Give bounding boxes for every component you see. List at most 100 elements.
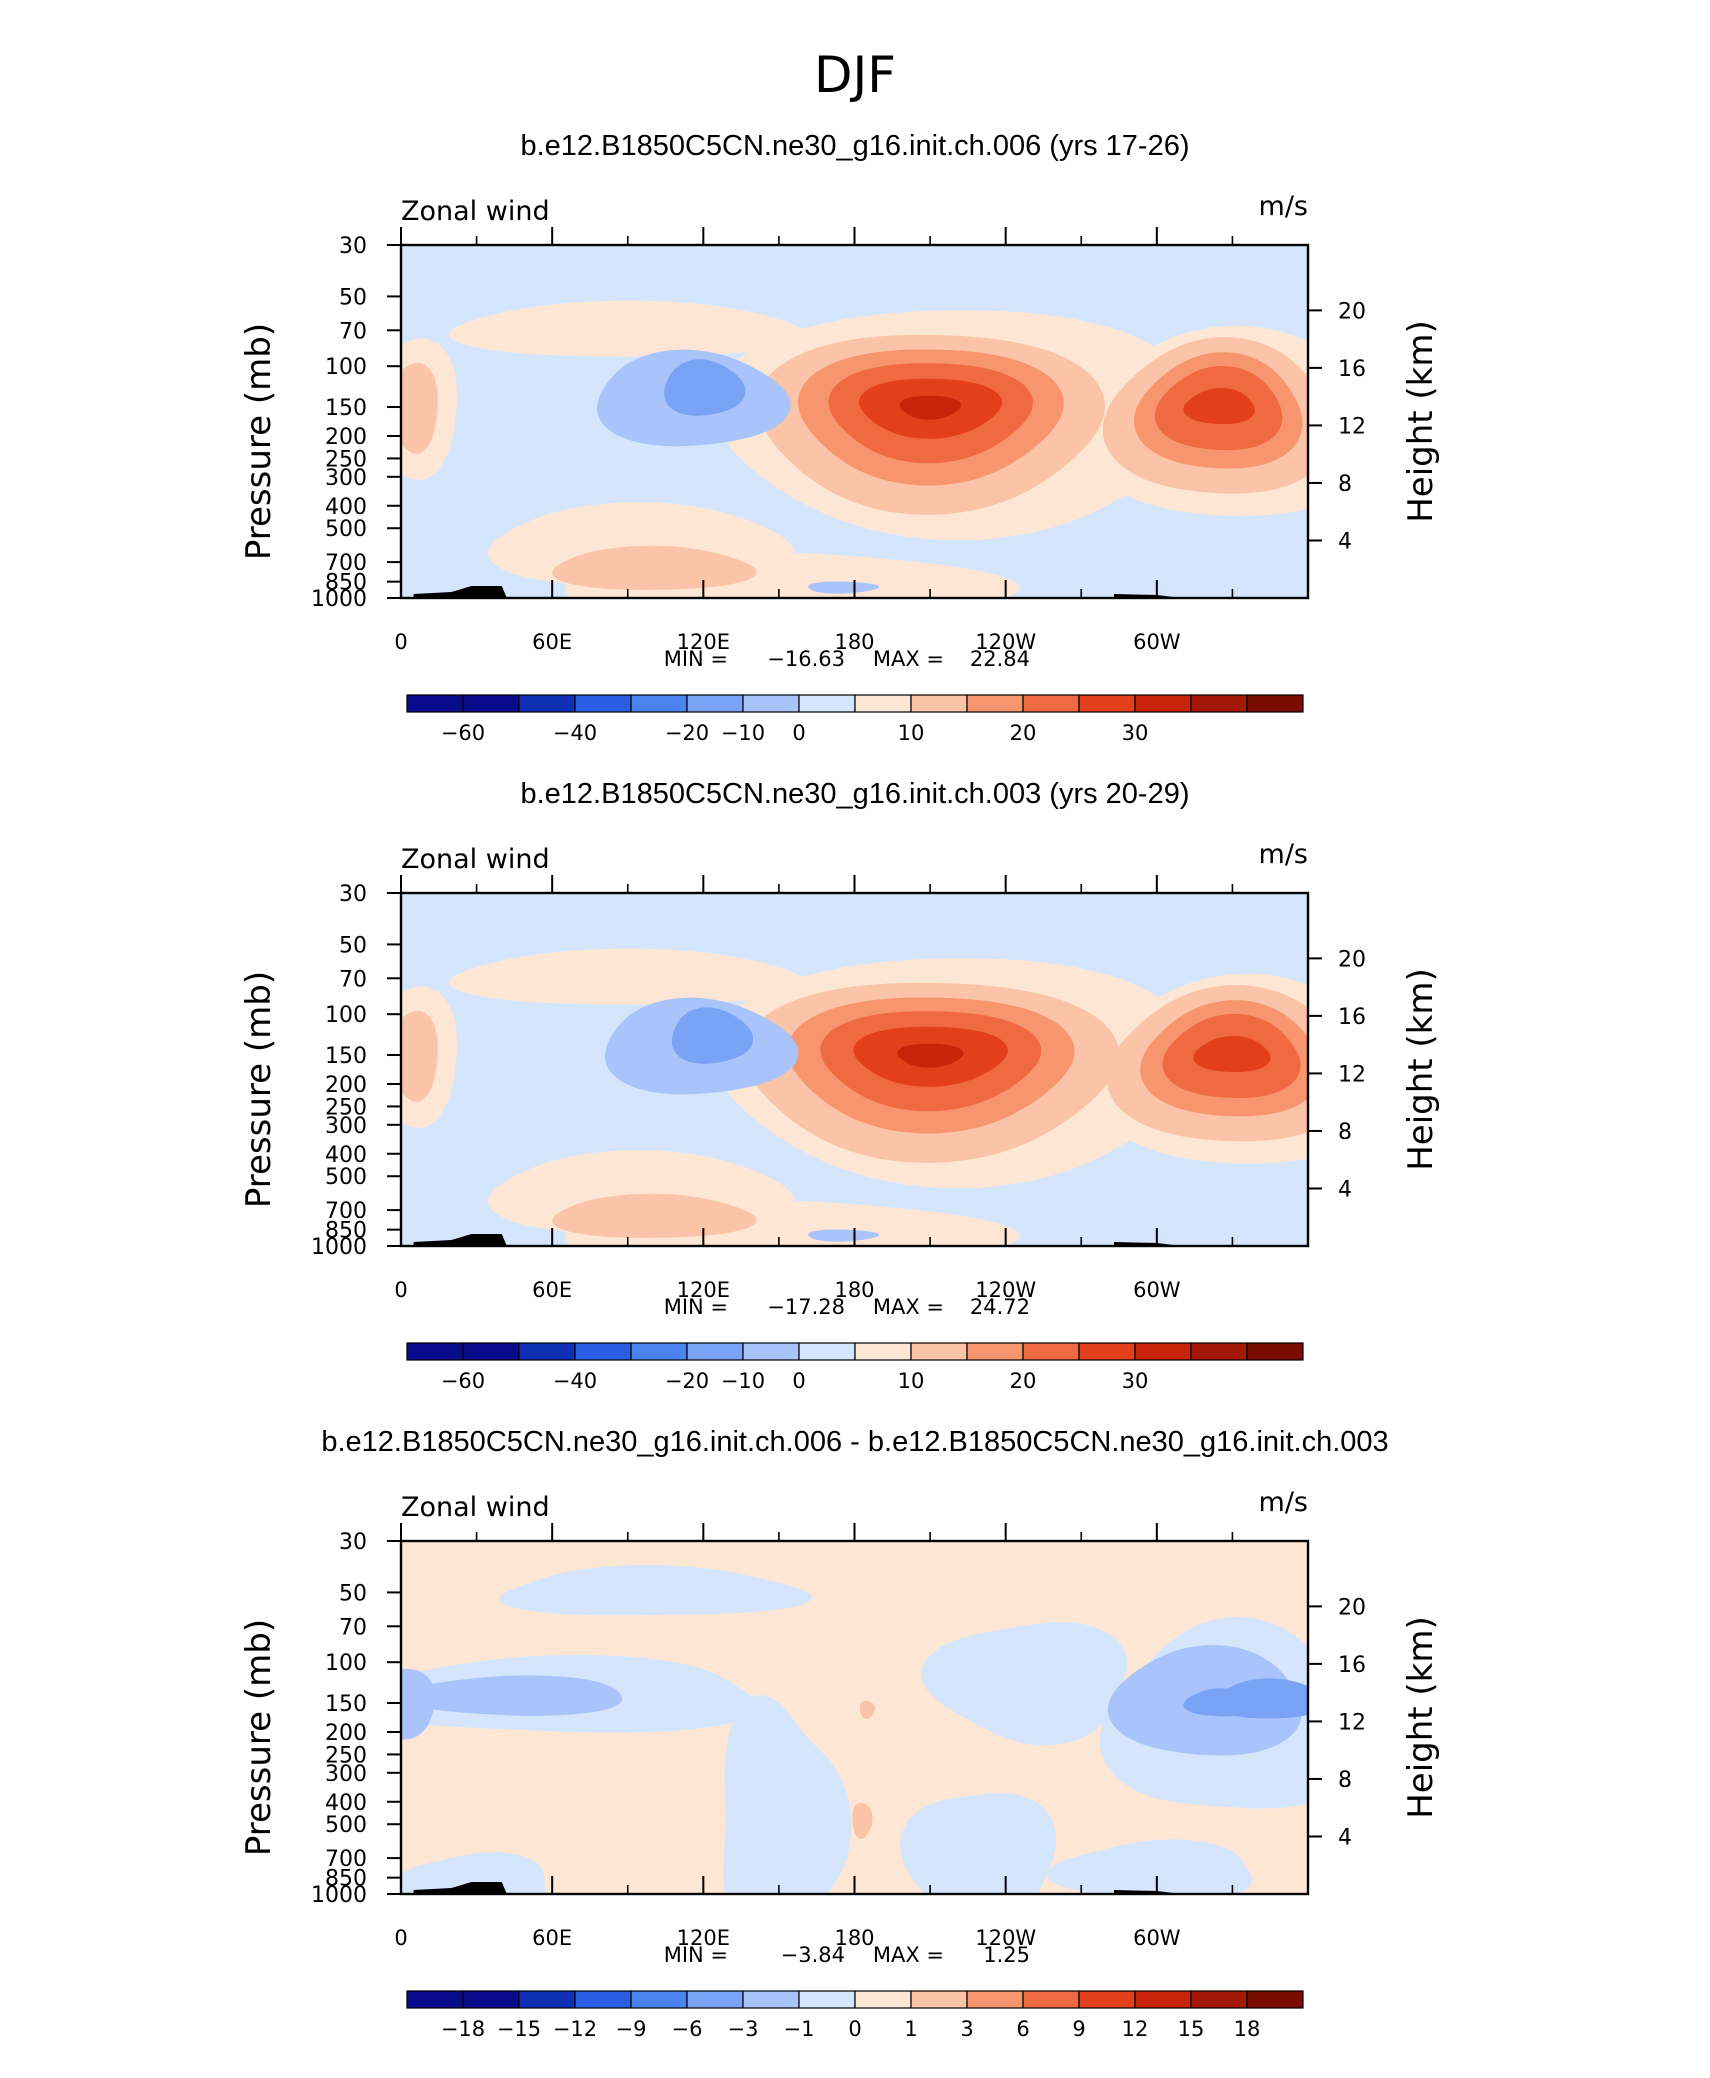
x-tick-label: 180: [834, 1926, 874, 1950]
x-tick-label: 120E: [677, 630, 730, 654]
contour-fill: [899, 395, 961, 420]
colorbar: −60 −40 −20 −10 0 10 20 30: [406, 1342, 1304, 1393]
colorbar-box: [910, 1342, 968, 1361]
colorbar-label: −10: [721, 1369, 765, 1393]
y-right-tick-label: 20: [1338, 947, 1366, 972]
y-tick-label: 100: [325, 1003, 367, 1028]
y-right-tick-label: 16: [1338, 1005, 1366, 1030]
y-tick-label: 850: [325, 1219, 367, 1244]
units-label: m/s: [1259, 839, 1308, 870]
colorbar-label: −60: [441, 1369, 485, 1393]
colorbar-box: [854, 1990, 912, 2009]
units-label: m/s: [1259, 191, 1308, 222]
colorbar-box: [1078, 1342, 1136, 1361]
min-value: −17.28: [767, 1295, 845, 1319]
min-label: MIN =: [664, 1295, 728, 1319]
colorbar-box: [1078, 1990, 1136, 2009]
colorbar-box: [854, 1342, 912, 1361]
y-tick-label: 500: [325, 1165, 367, 1190]
colorbar-label: −40: [553, 721, 597, 745]
y-tick-label: 50: [339, 285, 367, 310]
colorbar-box: [742, 1342, 800, 1361]
colorbar-label: 30: [1122, 721, 1149, 745]
y-tick-label: 300: [325, 1114, 367, 1139]
colorbar-label: −15: [497, 2017, 541, 2041]
colorbar-box: [742, 1990, 800, 2009]
y-right-tick-label: 20: [1338, 1595, 1366, 1620]
x-tick-label: 60E: [532, 1926, 572, 1950]
colorbar-box: [1246, 1342, 1304, 1361]
variable-label: Zonal wind: [401, 1492, 550, 1523]
max-label: MAX =: [873, 647, 944, 671]
colorbar-box: [798, 1342, 856, 1361]
y-tick-label: 70: [339, 967, 367, 992]
contour-field: [401, 893, 1308, 1246]
contour-fill: [1183, 1688, 1255, 1717]
y-tick-label: 400: [325, 495, 367, 520]
y-right-axis-title: Height (km): [1401, 320, 1441, 523]
contour-fill: [499, 1564, 813, 1616]
colorbar-box: [462, 1990, 520, 2009]
contour-fill: [808, 1229, 880, 1242]
x-tick-label: 60E: [532, 630, 572, 654]
y-tick-label: 150: [325, 1692, 367, 1717]
y-tick-label: 850: [325, 571, 367, 596]
colorbar-box: [1246, 1990, 1304, 2009]
panel-title: b.e12.B1850C5CN.ne30_g16.init.ch.006 (yr…: [520, 130, 1189, 162]
min-value: −16.63: [767, 647, 845, 671]
contour-fill: [671, 1007, 754, 1064]
colorbar-box: [1022, 1990, 1080, 2009]
y-tick-label: 1000: [311, 1883, 367, 1908]
x-tick-label: 120W: [975, 1278, 1036, 1302]
colorbar-label: 15: [1178, 2017, 1205, 2041]
contour-fill: [448, 948, 807, 1005]
contour-fill: [1047, 1839, 1253, 1894]
max-value: 24.72: [970, 1295, 1030, 1319]
colorbar-label: 10: [898, 1369, 925, 1393]
y-tick-label: 250: [325, 447, 367, 472]
min-label: MIN =: [664, 647, 728, 671]
colorbar-box: [1246, 694, 1304, 713]
colorbar-box: [686, 1342, 744, 1361]
contour-fill: [897, 1043, 964, 1068]
y-tick-label: 500: [325, 1813, 367, 1838]
colorbar-box: [630, 1990, 688, 2009]
colorbar-box: [462, 694, 520, 713]
colorbar-label: 0: [848, 2017, 861, 2041]
panel-1: b.e12.B1850C5CN.ne30_g16.init.ch.006 (yr…: [239, 130, 1441, 745]
contour-fill: [401, 1852, 545, 1894]
contour-fill: [852, 1802, 873, 1839]
colorbar-label: −9: [616, 2017, 647, 2041]
contour-fill: [900, 1793, 1057, 1894]
colorbar-box: [910, 1990, 968, 2009]
colorbar-label: 1: [904, 2017, 917, 2041]
colorbar-box: [518, 1990, 576, 2009]
panel-2: b.e12.B1850C5CN.ne30_g16.init.ch.003 (yr…: [239, 778, 1441, 1393]
y-right-tick-label: 12: [1338, 1710, 1366, 1735]
y-tick-label: 30: [339, 234, 367, 259]
y-tick-label: 850: [325, 1867, 367, 1892]
colorbar-box: [798, 694, 856, 713]
max-label: MAX =: [873, 1295, 944, 1319]
y-tick-label: 1000: [311, 1235, 367, 1260]
contour-fill: [401, 362, 438, 454]
colorbar-label: 18: [1234, 2017, 1261, 2041]
colorbar-label: −12: [553, 2017, 597, 2041]
topography-africa: [413, 586, 507, 598]
y-tick-label: 700: [325, 551, 367, 576]
colorbar-box: [966, 1342, 1024, 1361]
y-tick-label: 700: [325, 1847, 367, 1872]
y-tick-label: 250: [325, 1743, 367, 1768]
colorbar-box: [518, 1342, 576, 1361]
x-tick-label: 60W: [1133, 630, 1181, 654]
colorbar-box: [1078, 694, 1136, 713]
colorbar-box: [1134, 1990, 1192, 2009]
variable-label: Zonal wind: [401, 844, 550, 875]
x-tick-label: 60W: [1133, 1926, 1181, 1950]
y-tick-label: 500: [325, 517, 367, 542]
contour-fill: [664, 359, 746, 416]
y-right-tick-label: 12: [1338, 1062, 1366, 1087]
colorbar-label: 0: [792, 1369, 805, 1393]
colorbar-box: [1022, 694, 1080, 713]
y-tick-label: 200: [325, 1721, 367, 1746]
